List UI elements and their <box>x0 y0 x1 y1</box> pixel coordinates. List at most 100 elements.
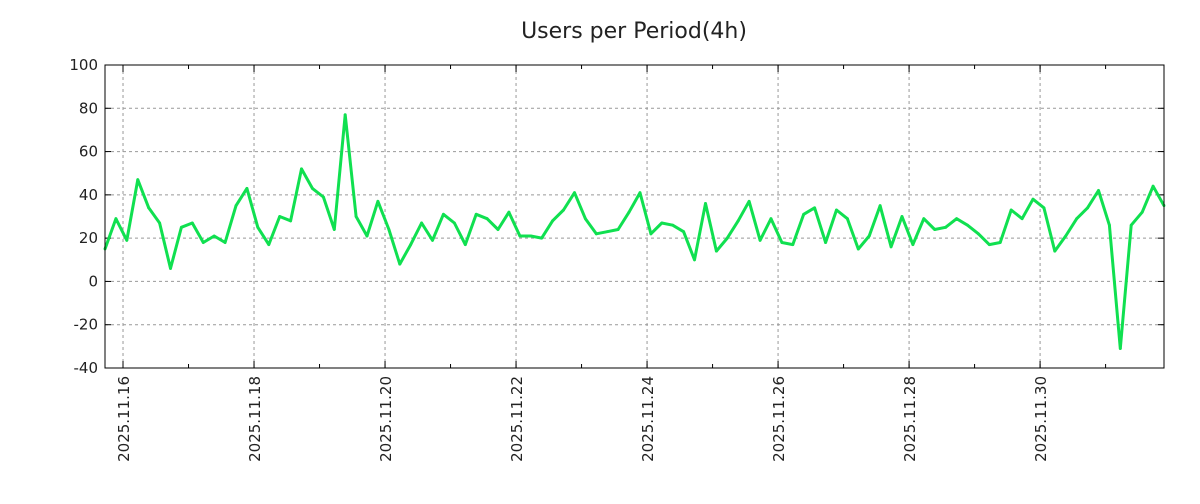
y-tick-label: -40 <box>74 359 99 377</box>
y-tick-label: 20 <box>79 229 98 247</box>
data-point <box>889 245 893 249</box>
data-point <box>398 262 402 266</box>
data-point <box>1031 197 1035 201</box>
data-point <box>682 230 686 234</box>
data-point <box>649 232 653 236</box>
data-point <box>540 236 544 240</box>
data-point <box>955 217 958 221</box>
data-point <box>714 249 718 253</box>
data-point <box>769 217 773 221</box>
data-point <box>321 195 325 199</box>
series-line <box>103 113 1166 350</box>
data-point <box>660 221 664 225</box>
y-tick-label: 60 <box>79 143 98 161</box>
data-point <box>485 217 489 221</box>
data-point <box>452 221 456 225</box>
data-point <box>1075 217 1079 221</box>
data-point <box>180 225 183 229</box>
data-point <box>387 228 391 231</box>
data-point <box>507 210 511 214</box>
data-point <box>234 204 238 208</box>
x-tick-label: 2025.11.20 <box>377 376 395 462</box>
data-point <box>431 238 434 242</box>
data-point <box>824 241 827 244</box>
grid <box>105 65 1164 368</box>
data-point <box>442 212 445 216</box>
data-point <box>1108 223 1111 227</box>
data-point <box>343 113 347 117</box>
data-point <box>638 191 642 195</box>
y-tick-label: 40 <box>79 186 98 204</box>
y-tick-label: 100 <box>69 56 98 74</box>
plot-border <box>104 64 1165 369</box>
data-point <box>966 223 969 227</box>
y-tick-label: -20 <box>74 316 99 334</box>
y-tick-label: 80 <box>79 99 98 117</box>
data-point <box>977 232 980 236</box>
x-axis: 2025.11.16 2025.11.18 2025.11.20 2025.11.22… <box>115 65 1107 462</box>
data-point <box>616 228 620 231</box>
data-point <box>1042 206 1046 210</box>
data-point <box>201 241 205 244</box>
data-point <box>704 202 707 205</box>
data-point <box>573 191 576 195</box>
x-tick-label: 2025.11.30 <box>1032 376 1050 462</box>
data-point <box>736 219 740 223</box>
data-point <box>583 217 587 221</box>
data-point <box>1118 347 1122 350</box>
data-point <box>551 219 555 223</box>
data-point <box>365 234 369 238</box>
data-point <box>671 223 675 227</box>
data-point <box>409 243 413 247</box>
data-point <box>911 243 915 247</box>
data-point <box>791 243 795 247</box>
data-point <box>267 243 271 247</box>
x-tick-label: 2025.11.26 <box>770 376 788 462</box>
data-point <box>125 238 129 242</box>
data-point <box>529 234 533 238</box>
chart-title: Users per Period(4h) <box>521 19 747 44</box>
x-tick-label: 2025.11.16 <box>115 376 133 462</box>
data-point <box>605 230 609 234</box>
data-point <box>562 208 565 212</box>
y-axis: -40 -20 0 20 40 60 80 100 <box>69 56 1164 377</box>
data-point <box>922 217 926 221</box>
x-tick-label: 2025.11.18 <box>246 376 264 462</box>
data-point <box>725 236 729 240</box>
data-point <box>518 234 522 238</box>
data-point <box>420 221 424 225</box>
x-tick-label: 2025.11.22 <box>508 376 526 462</box>
data-point <box>147 206 151 210</box>
data-point <box>223 241 227 244</box>
data-point <box>190 221 194 225</box>
data-point <box>944 225 948 229</box>
data-point <box>1097 189 1100 192</box>
data-point <box>474 212 478 216</box>
data-point <box>867 234 871 238</box>
data-point <box>1053 249 1057 253</box>
data-point <box>300 167 303 171</box>
data-point <box>1140 210 1144 214</box>
data-point <box>136 178 140 182</box>
data-point <box>802 212 806 216</box>
data-point <box>311 186 314 190</box>
x-tick-label: 2025.11.28 <box>901 376 919 462</box>
data-point <box>900 215 904 218</box>
data-points <box>103 113 1166 350</box>
data-point <box>856 247 860 251</box>
data-point <box>747 199 751 203</box>
data-point <box>169 267 172 270</box>
data-point <box>496 228 500 231</box>
data-point <box>278 215 282 218</box>
data-point <box>158 221 161 225</box>
data-point <box>256 225 260 229</box>
data-point <box>998 241 1002 244</box>
data-point <box>987 243 991 247</box>
data-point <box>758 238 762 242</box>
data-point <box>1151 184 1155 188</box>
data-point <box>835 208 838 212</box>
data-point <box>813 206 817 210</box>
x-tick-label: 2025.11.24 <box>639 376 657 462</box>
data-point <box>245 186 249 190</box>
